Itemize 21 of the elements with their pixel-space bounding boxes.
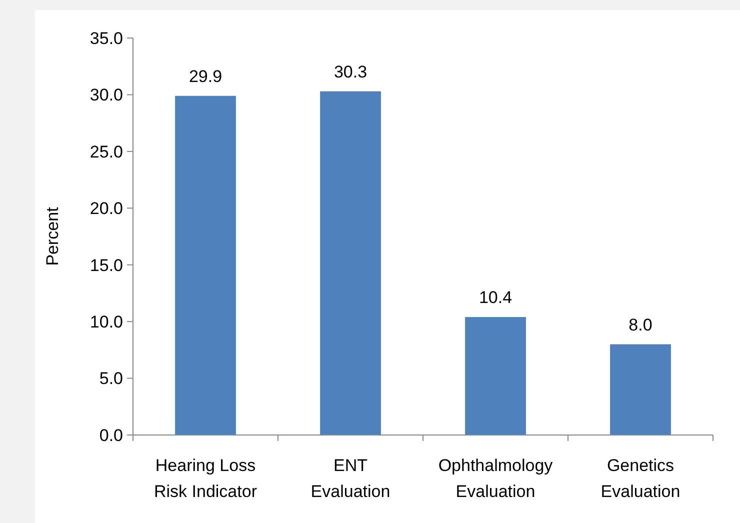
bar [465,317,526,435]
x-tick-label: Ophthalmology Evaluation [438,456,554,501]
y-tick-label: 0.0 [99,426,123,445]
data-label: 30.3 [334,62,368,82]
data-label: 29.9 [188,66,222,86]
data-label: 10.4 [478,288,512,308]
x-tick-label: Genetics Evaluation [600,456,680,501]
y-tick-label: 10.0 [90,312,123,332]
bar [610,344,671,435]
x-tick-label: ENT Evaluation [310,456,390,501]
y-tick-label: 25.0 [90,142,123,162]
y-tick-label: 20.0 [90,199,123,218]
y-axis-title: Percent [43,206,62,266]
y-tick-label: 15.0 [90,256,123,275]
bar [320,91,381,435]
y-tick-label: 5.0 [99,369,123,388]
bar [175,96,236,435]
y-tick-label: 30.0 [90,86,123,105]
data-label: 8.0 [628,315,652,334]
x-tick-label: Hearing Loss Risk Indicator [154,456,258,501]
y-tick-label: 35.0 [90,28,123,48]
